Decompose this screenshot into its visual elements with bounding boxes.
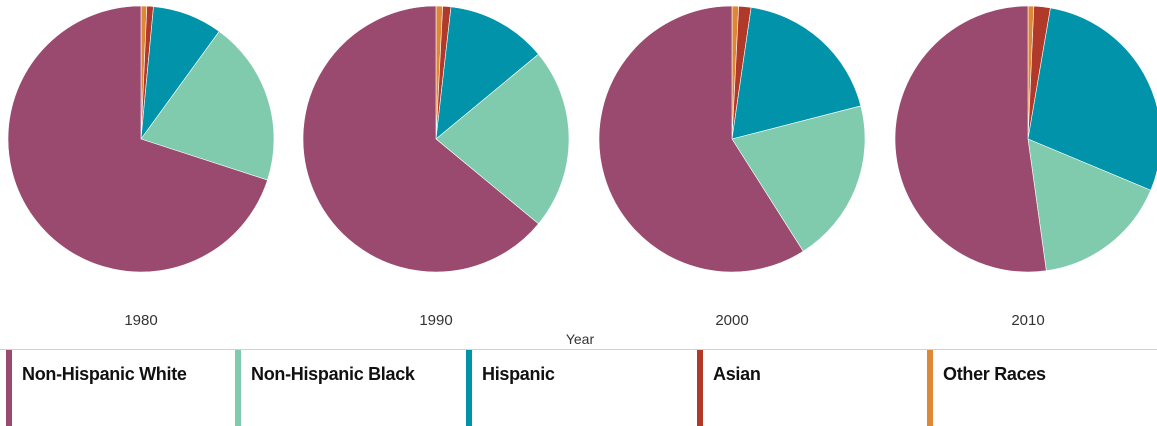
legend: Non-Hispanic White Non-Hispanic Black Hi… [0,350,1157,426]
legend-label-non-hispanic-white: Non-Hispanic White [22,364,187,384]
legend-divider [0,349,1157,350]
year-label-1980: 1980 [124,312,158,329]
pie-slice-1980-non-hispanic-black [140,30,275,181]
legend-swatch-hispanic [466,350,472,426]
pie-slice-1980-non-hispanic-white [7,5,268,273]
year-label-2010: 2010 [1011,312,1045,329]
legend-label-asian: Asian [713,364,761,384]
pie-slice-2010-non-hispanic-white [894,5,1047,273]
legend-swatch-non-hispanic-white [6,350,12,426]
pie-slice-1990-hispanic [435,6,539,140]
year-label-2000: 2000 [715,312,749,329]
legend-label-other-races: Other Races [943,364,1046,384]
legend-swatch-asian [697,350,703,426]
year-label-1990: 1990 [419,312,453,329]
pie-charts [7,5,1157,273]
legend-label-hispanic: Hispanic [482,364,555,384]
pie-slice-1990-non-hispanic-white [302,5,539,273]
legend-swatch-non-hispanic-black [235,350,241,426]
pie-slice-2000-non-hispanic-black [731,105,866,252]
pie-slice-2000-hispanic [731,7,862,140]
pie-slice-1990-non-hispanic-black [435,53,570,225]
x-axis-title: Year [565,331,595,347]
pie-slice-2000-non-hispanic-white [598,5,804,273]
legend-label-non-hispanic-black: Non-Hispanic Black [251,364,415,384]
pie-slice-2010-non-hispanic-black [1027,138,1152,272]
legend-swatch-other-races [927,350,933,426]
pie-slice-2010-hispanic [1027,7,1157,191]
